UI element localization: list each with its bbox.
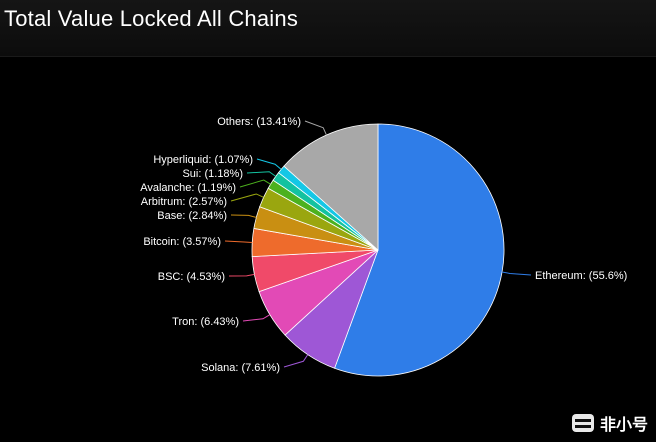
watermark-text: 非小号 — [599, 415, 648, 434]
watermark: 非小号 — [571, 410, 648, 436]
slice-label-sui: Sui: (1.18%) — [182, 168, 243, 180]
slice-label-bitcoin: Bitcoin: (3.57%) — [143, 236, 221, 248]
brand-logo-icon — [571, 414, 594, 432]
leader-line-solana — [283, 354, 309, 368]
pie-slice-others[interactable] — [283, 123, 379, 251]
slice-label-others: Others: (13.41%) — [217, 116, 301, 128]
slice-label-avalanche: Avalanche: (1.19%) — [140, 182, 236, 194]
slice-label-hyperliquid: Hyperliquid: (1.07%) — [153, 154, 253, 166]
leader-line-ethereum — [501, 271, 532, 276]
leader-line-avalanche — [239, 179, 271, 188]
leader-line-arbitrum — [230, 193, 264, 202]
leader-line-base — [230, 214, 257, 218]
chart-header: Total Value Locked All Chains — [0, 0, 656, 57]
leader-line-bitcoin — [224, 240, 253, 243]
slice-label-ethereum: Ethereum: (55.6%) — [535, 270, 627, 282]
leader-line-bsc — [228, 273, 255, 277]
leader-line-tron — [242, 314, 271, 322]
leader-line-hyperliquid — [256, 158, 282, 170]
slice-label-solana: Solana: (7.61%) — [201, 362, 280, 374]
chart-title: Total Value Locked All Chains — [4, 6, 299, 31]
slice-label-base: Base: (2.84%) — [157, 210, 227, 222]
leader-line-sui — [246, 171, 277, 177]
leader-line-others — [304, 120, 327, 136]
slice-label-tron: Tron: (6.43%) — [172, 316, 239, 328]
slice-label-bsc: BSC: (4.53%) — [158, 271, 225, 283]
slice-label-arbitrum: Arbitrum: (2.57%) — [141, 196, 227, 208]
